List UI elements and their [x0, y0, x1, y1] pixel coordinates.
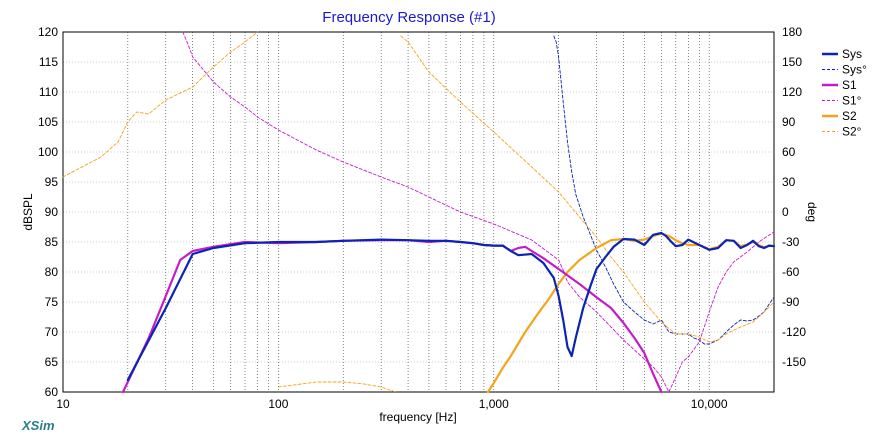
x-axis-label: frequency [Hz] — [379, 410, 456, 424]
series-line-s1-phase — [182, 31, 775, 393]
y2-tick-label: 60 — [782, 145, 796, 159]
y-tick-label: 105 — [38, 115, 58, 129]
y2-tick-label: -90 — [782, 295, 800, 309]
y-tick-label: 80 — [45, 265, 59, 279]
series-line-sys-phase — [553, 35, 775, 345]
y-tick-label: 115 — [39, 55, 58, 69]
legend-label-s1-phase: S1° — [842, 94, 862, 108]
x-tick-label: 10,000 — [691, 397, 728, 411]
y2-tick-label: 150 — [782, 55, 802, 69]
x-tick-label: 100 — [268, 397, 288, 411]
grid-lines — [63, 32, 774, 392]
y2-tick-label: 0 — [782, 205, 789, 219]
y-tick-label: 90 — [45, 205, 59, 219]
y2-tick-label: -60 — [782, 265, 800, 279]
x-tick-label: 1,000 — [479, 397, 509, 411]
y2-tick-label: -30 — [782, 235, 800, 249]
y-tick-label: 65 — [45, 355, 59, 369]
y-tick-label: 60 — [45, 385, 59, 399]
y2-tick-label: 30 — [782, 175, 796, 189]
y-tick-label: 85 — [45, 235, 59, 249]
y2-tick-label: -150 — [782, 355, 806, 369]
chart-title: Frequency Response (#1) — [322, 9, 495, 26]
y-tick-label: 120 — [38, 25, 58, 39]
legend-label-s2-phase: S2° — [842, 125, 862, 139]
y-tick-label: 95 — [45, 175, 59, 189]
y2-tick-label: -120 — [782, 325, 806, 339]
legend-label-sys: Sys — [842, 47, 862, 61]
y2-tick-label: 180 — [782, 25, 802, 39]
y-axis-label: dBSPL — [21, 193, 35, 231]
right-axis-ticks: -150 -120 -90 -60 -30 0 30 60 90 120 150 180 — [782, 25, 806, 369]
legend-label-s1: S1 — [842, 78, 857, 92]
series-line-sys — [126, 231, 776, 382]
y-tick-label: 110 — [39, 85, 58, 99]
legend-label-sys-phase: Sys° — [842, 63, 867, 77]
y-tick-label: 100 — [38, 145, 58, 159]
x-tick-label: 10 — [56, 397, 70, 411]
y2-axis-label: deg — [805, 202, 819, 222]
x-axis-ticks: 10 100 1,000 10,000 — [56, 397, 728, 411]
y2-tick-label: 90 — [782, 115, 796, 129]
legend: Sys Sys°S1 S1°S2 S2° — [822, 47, 867, 139]
y-tick-label: 70 — [45, 325, 59, 339]
plot-frame — [62, 31, 775, 393]
series-line-s2-phase — [62, 31, 775, 393]
y2-tick-label: 120 — [782, 85, 802, 99]
series-layer — [62, 31, 776, 394]
legend-label-s2: S2 — [842, 109, 857, 123]
left-axis-ticks: 60 65 70 75 80 85 90 95 100 105 110 115 120 — [38, 25, 58, 399]
xsim-brand-label: XSim — [21, 418, 55, 433]
y-tick-label: 75 — [45, 295, 59, 309]
